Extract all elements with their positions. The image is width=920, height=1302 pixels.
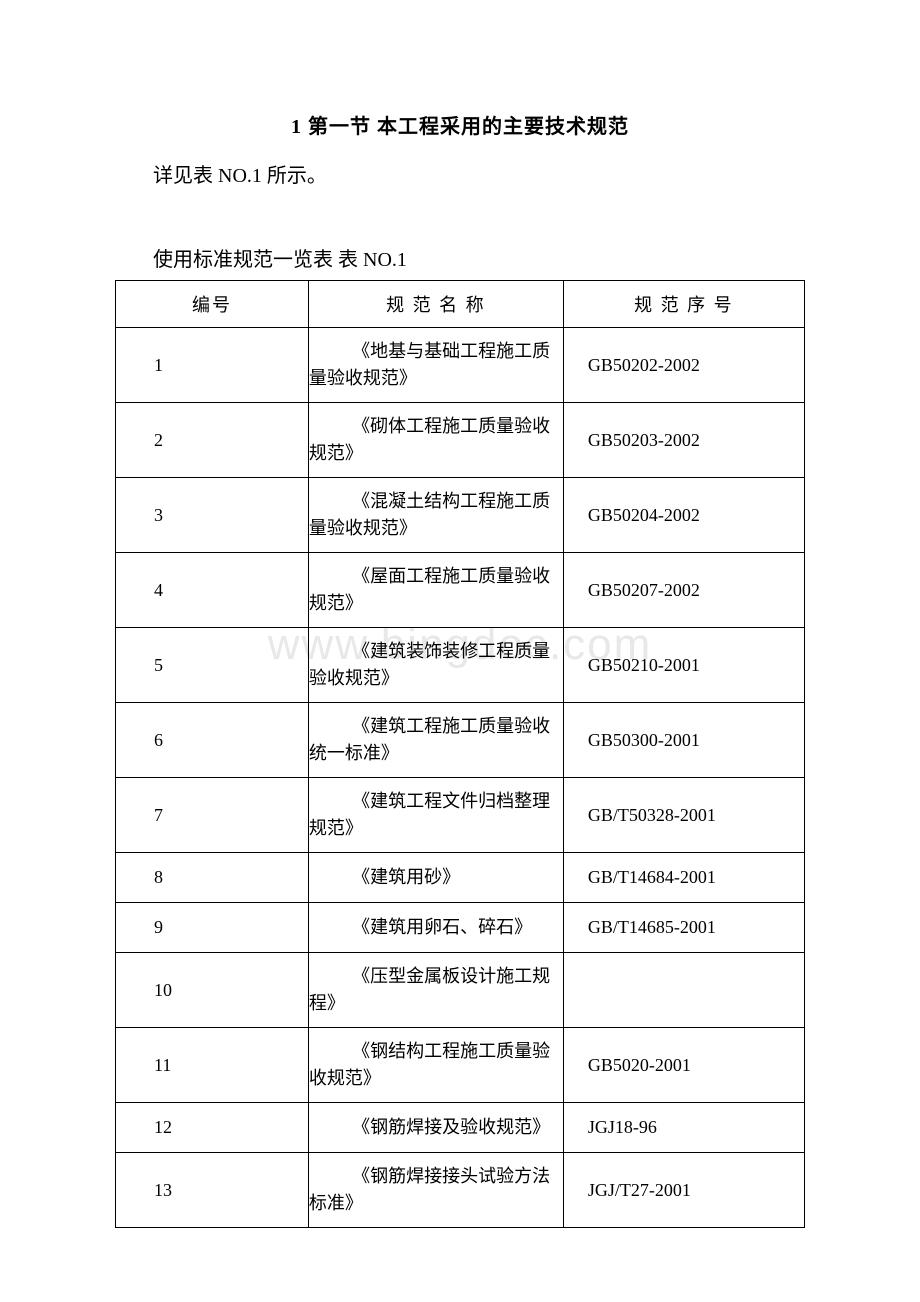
- cell-num: 11: [116, 1028, 309, 1103]
- cell-code: GB/T14685-2001: [563, 903, 804, 953]
- cell-code: JGJ18-96: [563, 1103, 804, 1153]
- cell-name: 《钢结构工程施工质量验收规范》: [308, 1028, 563, 1103]
- table-row: 8《建筑用砂》GB/T14684-2001: [116, 853, 805, 903]
- cell-name: 《建筑工程施工质量验收统一标准》: [308, 703, 563, 778]
- cell-code: GB50203-2002: [563, 403, 804, 478]
- header-num: 编号: [116, 281, 309, 328]
- table-row: 4《屋面工程施工质量验收规范》GB50207-2002: [116, 553, 805, 628]
- cell-code: GB50210-2001: [563, 628, 804, 703]
- cell-code: GB/T50328-2001: [563, 778, 804, 853]
- cell-num: 8: [116, 853, 309, 903]
- cell-name: 《建筑装饰装修工程质量验收规范》: [308, 628, 563, 703]
- cell-name: 《建筑用砂》: [308, 853, 563, 903]
- table-row: 3《混凝土结构工程施工质量验收规范》GB50204-2002: [116, 478, 805, 553]
- cell-num: 5: [116, 628, 309, 703]
- cell-num: 7: [116, 778, 309, 853]
- cell-name: 《钢筋焊接及验收规范》: [308, 1103, 563, 1153]
- cell-code: GB5020-2001: [563, 1028, 804, 1103]
- cell-name: 《压型金属板设计施工规程》: [308, 953, 563, 1028]
- table-row: 9《建筑用卵石、碎石》GB/T14685-2001: [116, 903, 805, 953]
- cell-num: 1: [116, 328, 309, 403]
- table-row: 13《钢筋焊接接头试验方法标准》JGJ/T27-2001: [116, 1153, 805, 1228]
- cell-code: GB50207-2002: [563, 553, 804, 628]
- cell-name: 《砌体工程施工质量验收规范》: [308, 403, 563, 478]
- table-row: 7《建筑工程文件归档整理规范》GB/T50328-2001: [116, 778, 805, 853]
- cell-name: 《屋面工程施工质量验收规范》: [308, 553, 563, 628]
- cell-name: 《钢筋焊接接头试验方法标准》: [308, 1153, 563, 1228]
- cell-num: 4: [116, 553, 309, 628]
- section-title: 1 第一节 本工程采用的主要技术规范: [115, 110, 805, 139]
- table-row: 6《建筑工程施工质量验收统一标准》GB50300-2001: [116, 703, 805, 778]
- cell-name: 《混凝土结构工程施工质量验收规范》: [308, 478, 563, 553]
- cell-code: JGJ/T27-2001: [563, 1153, 804, 1228]
- standards-table: 编号 规 范 名 称 规 范 序 号 1《地基与基础工程施工质量验收规范》GB5…: [115, 280, 805, 1228]
- cell-code: GB50204-2002: [563, 478, 804, 553]
- table-row: 2《砌体工程施工质量验收规范》GB50203-2002: [116, 403, 805, 478]
- intro-paragraph: 详见表 NO.1 所示。: [115, 159, 805, 188]
- table-row: 1《地基与基础工程施工质量验收规范》GB50202-2002: [116, 328, 805, 403]
- cell-num: 12: [116, 1103, 309, 1153]
- cell-num: 10: [116, 953, 309, 1028]
- table-caption: 使用标准规范一览表 表 NO.1: [115, 243, 805, 272]
- cell-num: 13: [116, 1153, 309, 1228]
- table-row: 5《建筑装饰装修工程质量验收规范》GB50210-2001: [116, 628, 805, 703]
- cell-code: [563, 953, 804, 1028]
- cell-name: 《地基与基础工程施工质量验收规范》: [308, 328, 563, 403]
- cell-code: GB50202-2002: [563, 328, 804, 403]
- cell-num: 9: [116, 903, 309, 953]
- table-row: 12《钢筋焊接及验收规范》JGJ18-96: [116, 1103, 805, 1153]
- header-name: 规 范 名 称: [308, 281, 563, 328]
- header-code: 规 范 序 号: [563, 281, 804, 328]
- cell-name: 《建筑用卵石、碎石》: [308, 903, 563, 953]
- table-row: 11《钢结构工程施工质量验收规范》GB5020-2001: [116, 1028, 805, 1103]
- cell-num: 6: [116, 703, 309, 778]
- table-header-row: 编号 规 范 名 称 规 范 序 号: [116, 281, 805, 328]
- table-row: 10《压型金属板设计施工规程》: [116, 953, 805, 1028]
- cell-num: 2: [116, 403, 309, 478]
- cell-num: 3: [116, 478, 309, 553]
- cell-code: GB50300-2001: [563, 703, 804, 778]
- cell-name: 《建筑工程文件归档整理规范》: [308, 778, 563, 853]
- cell-code: GB/T14684-2001: [563, 853, 804, 903]
